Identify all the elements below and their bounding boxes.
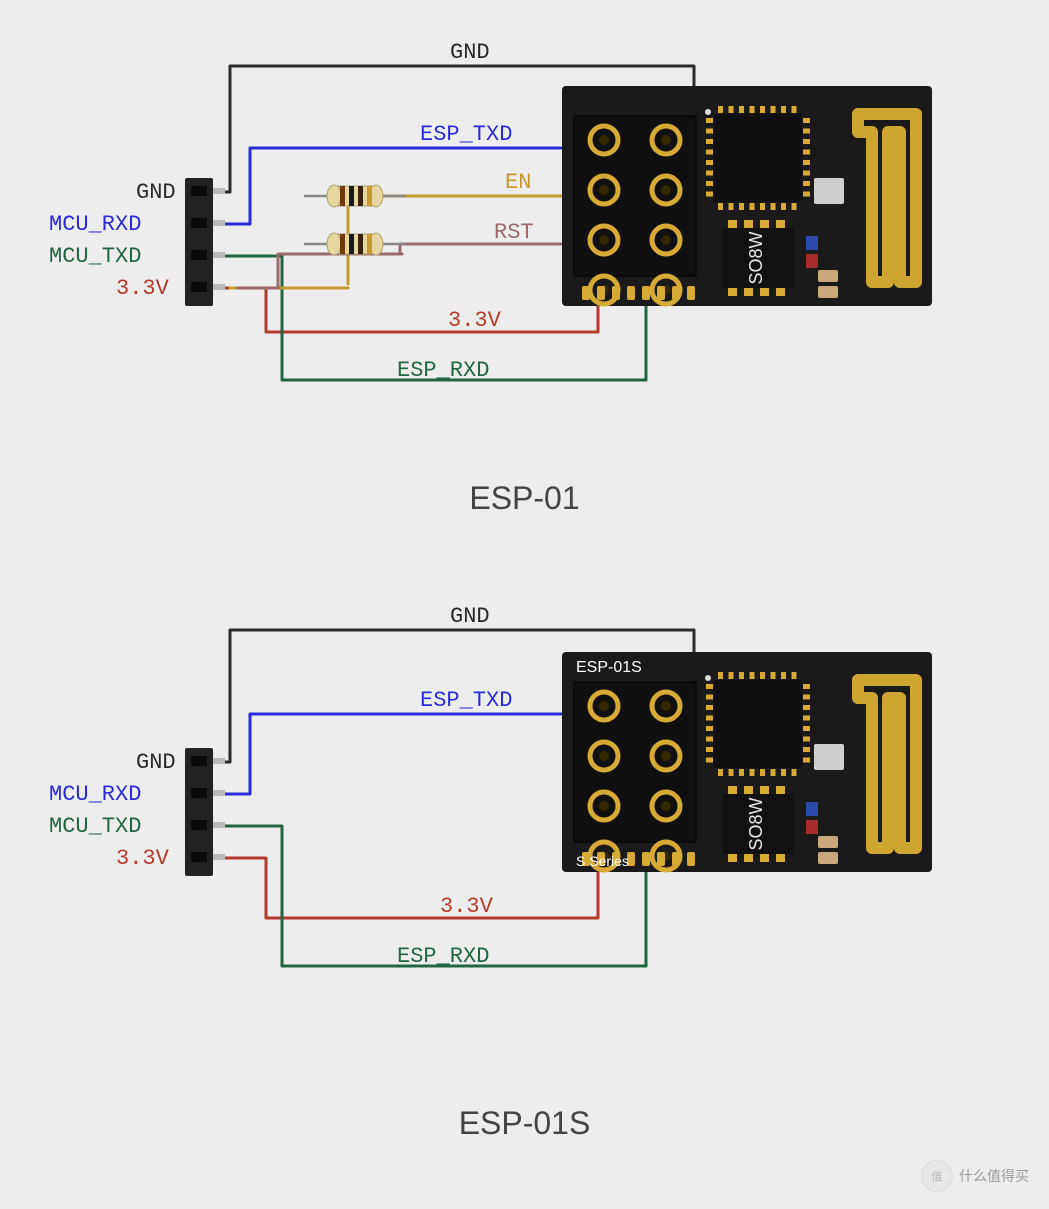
led-blue-icon	[806, 236, 818, 250]
led-red-icon	[806, 820, 818, 834]
smd-cap	[818, 836, 838, 848]
bottom-pad	[612, 286, 620, 300]
diagram-canvas: SO8W GND MCU_RXD MCU_TXD 3.3V GND ESP_TXD EN RST…	[0, 0, 1049, 1204]
led-red-icon	[806, 254, 818, 268]
module-series-label: S Series	[576, 853, 629, 869]
bottom-pad	[687, 852, 695, 866]
diagram-title-bottom: ESP-01S	[0, 1105, 1049, 1142]
wire-label: MCU_RXD	[49, 782, 141, 807]
wire	[212, 148, 598, 224]
wire-label: RST	[494, 220, 534, 245]
main-chip-icon	[706, 106, 810, 210]
smd-cap	[818, 286, 838, 298]
wire	[348, 196, 598, 284]
watermark: 值 什么值得买	[921, 1160, 1029, 1192]
bottom-pad	[597, 286, 605, 300]
wire-label: MCU_TXD	[49, 244, 141, 269]
pin-header	[185, 748, 225, 876]
smd-cap	[818, 852, 838, 864]
bottom-pad	[672, 286, 680, 300]
wire-label: EN	[505, 170, 531, 195]
bottom-pad	[642, 852, 650, 866]
main-chip-icon	[706, 672, 810, 776]
bottom-pad	[657, 286, 665, 300]
crystal-icon	[814, 178, 844, 204]
module-pin-header	[574, 116, 696, 304]
diagram-title-top: ESP-01	[0, 480, 1049, 517]
wire-label: GND	[450, 604, 490, 629]
wire	[238, 254, 402, 288]
module-pin-header	[574, 682, 696, 870]
wire-label: 3.3V	[448, 308, 502, 333]
resistor	[304, 185, 406, 207]
wire	[212, 714, 598, 794]
pin-header	[185, 178, 225, 306]
svg-text:SO8W: SO8W	[746, 797, 766, 850]
flash-chip-icon: SO8W	[722, 786, 794, 862]
smd-cap	[818, 270, 838, 282]
watermark-logo-icon: 值	[921, 1160, 953, 1192]
wire	[212, 858, 598, 918]
bottom-pad	[657, 852, 665, 866]
wire-label: 3.3V	[116, 846, 170, 871]
esp-module: SO8W ESP-01S S Series	[562, 652, 932, 872]
wire-label: 3.3V	[116, 276, 170, 301]
wire-label: GND	[136, 750, 176, 775]
wire-label: ESP_TXD	[420, 688, 512, 713]
led-blue-icon	[806, 802, 818, 816]
bottom-pad	[687, 286, 695, 300]
flash-chip-icon: SO8W	[722, 220, 794, 296]
esp-module: SO8W	[562, 86, 932, 306]
svg-text:SO8W: SO8W	[746, 231, 766, 284]
resistor	[304, 233, 406, 255]
bottom-pad	[582, 286, 590, 300]
wire	[212, 288, 598, 332]
watermark-text: 什么值得买	[959, 1166, 1029, 1186]
bottom-pad	[627, 286, 635, 300]
wire-label: GND	[450, 40, 490, 65]
wire-label: ESP_RXD	[397, 358, 489, 383]
wire-label: 3.3V	[440, 894, 494, 919]
crystal-icon	[814, 744, 844, 770]
wire-label: ESP_RXD	[397, 944, 489, 969]
page: SO8W GND MCU_RXD MCU_TXD 3.3V GND ESP_TXD EN RST…	[0, 0, 1049, 1204]
wire-label: ESP_TXD	[420, 122, 512, 147]
wire-label: MCU_TXD	[49, 814, 141, 839]
bottom-pad	[672, 852, 680, 866]
module-silkscreen-label: ESP-01S	[576, 659, 642, 676]
wire-label: GND	[136, 180, 176, 205]
bottom-pad	[642, 286, 650, 300]
wire-label: MCU_RXD	[49, 212, 141, 237]
